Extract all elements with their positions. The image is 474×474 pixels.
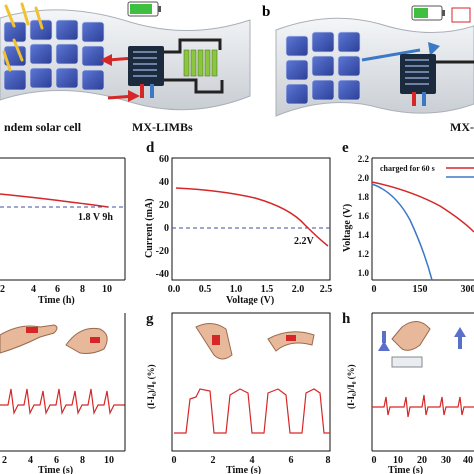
panel-g-signal: [174, 388, 330, 434]
figure-middle-row: 1.8 V 9h 2 4 6 8 10 Time (h) d 2.2V 60 4…: [0, 140, 474, 305]
svg-text:0: 0: [172, 455, 177, 466]
svg-text:10: 10: [104, 455, 114, 466]
panel-g-xlabel: Time (s): [226, 465, 261, 474]
svg-text:1.0: 1.0: [358, 268, 370, 278]
svg-text:6: 6: [289, 455, 294, 466]
panel-label-d: d: [146, 140, 155, 156]
panel-d-annotation: 2.2V: [294, 236, 315, 247]
panel-g-xticks: 0 2 4 6 8: [172, 455, 331, 466]
panel-e-chart: e charged for 60 s 2.2 2.0 1.8 1.6 1.4 1…: [342, 140, 474, 295]
panel-c-xlabel: Time (h): [38, 295, 75, 305]
panel-h-xticks: 0 10 20 30 40: [372, 455, 474, 466]
panel-e-xticks: 0 150 300: [372, 284, 474, 295]
svg-text:2.0: 2.0: [292, 284, 305, 295]
panel-label-e: e: [342, 140, 349, 156]
svg-text:40: 40: [463, 455, 473, 466]
mx-limb-device-right: [361, 42, 474, 106]
panel-label-h: h: [342, 311, 351, 327]
panel-e-yticks: 2.2 2.0 1.8 1.6 1.4 1.2 1.0: [358, 154, 370, 278]
finger-bend-illustration: [0, 324, 108, 354]
svg-text:6: 6: [54, 455, 59, 466]
panel-d-chart: d 2.2V 60 40 20 0 -20 -40 0.0 0.5 1.0 1.…: [144, 140, 332, 305]
svg-text:2: 2: [211, 455, 216, 466]
svg-text:1.4: 1.4: [358, 230, 370, 240]
svg-text:2: 2: [0, 284, 5, 295]
finger-press-illustration: [378, 321, 466, 368]
svg-text:0.0: 0.0: [168, 284, 181, 295]
panel-label-g: g: [146, 311, 154, 327]
svg-text:0: 0: [164, 223, 169, 234]
panel-h-xlabel: Time (s): [388, 465, 423, 474]
svg-text:-20: -20: [156, 246, 169, 257]
panel-h-signal: [372, 394, 474, 418]
caption-mx-limbs: MX-LIMBs: [132, 120, 193, 134]
svg-text:8: 8: [80, 284, 85, 295]
caption-mx-right: MX-: [450, 120, 474, 134]
panel-d-xlabel: Voltage (V): [226, 295, 274, 305]
svg-text:0: 0: [372, 455, 377, 466]
svg-text:2: 2: [2, 455, 7, 466]
panel-d-iv-curve: [175, 187, 329, 247]
top-illustration: b ndem solar cell MX-LIMBs MX-: [0, 0, 474, 140]
svg-text:0.5: 0.5: [199, 284, 212, 295]
arm-bend-illustration: [195, 323, 315, 360]
panel-e-ylabel: Voltage (V): [342, 204, 353, 252]
panel-e-blue-curve: [371, 183, 433, 281]
svg-text:1.6: 1.6: [358, 211, 370, 221]
svg-text:6: 6: [55, 284, 60, 295]
panel-c-chart: 1.8 V 9h 2 4 6 8 10 Time (h): [0, 157, 126, 305]
caption-tandem-solar-cell: ndem solar cell: [4, 120, 82, 134]
panel-h-ylabel: (I-I₀)/I₀ (%): [346, 364, 356, 409]
svg-text:0: 0: [372, 284, 377, 295]
panel-f-xlabel: Time (s): [38, 465, 73, 474]
panel-d-ylabel: Current (mA): [144, 198, 155, 258]
panel-g-chart: g 0 2 4 6 8 Time (s) (I-I₀)/I₀ (%): [146, 311, 331, 474]
svg-text:60: 60: [159, 154, 169, 165]
svg-text:-40: -40: [156, 269, 169, 280]
svg-text:8: 8: [326, 455, 331, 466]
svg-text:20: 20: [159, 200, 169, 211]
svg-text:20: 20: [417, 455, 427, 466]
panel-d-xticks: 0.0 0.5 1.0 1.5 2.0 2.5: [168, 284, 333, 295]
panel-d-yticks: 60 40 20 0 -20 -40: [156, 154, 169, 280]
panel-h-chart: h 0 10 20 30 40 Time (s) (I-I₀)/I₀ (%): [342, 311, 474, 474]
panel-c-discharge-curve: [0, 193, 109, 208]
battery-icon: [127, 1, 161, 17]
battery-icon-right: [411, 5, 471, 23]
svg-text:300: 300: [461, 284, 474, 295]
panel-e-legend: charged for 60 s: [380, 164, 435, 173]
svg-text:2.5: 2.5: [320, 284, 333, 295]
svg-text:1.8: 1.8: [358, 192, 370, 202]
svg-text:40: 40: [159, 177, 169, 188]
solar-cell-array-left: [3, 19, 105, 91]
svg-text:2.0: 2.0: [358, 173, 370, 183]
svg-text:1.5: 1.5: [261, 284, 274, 295]
mx-limb-device-left: [100, 38, 224, 102]
svg-text:30: 30: [441, 455, 451, 466]
svg-text:4: 4: [250, 455, 255, 466]
svg-text:4: 4: [28, 455, 33, 466]
svg-text:1.2: 1.2: [358, 249, 370, 259]
svg-text:10: 10: [102, 284, 112, 295]
svg-text:2.2: 2.2: [358, 154, 370, 164]
svg-text:4: 4: [31, 284, 36, 295]
panel-c-annotation: 1.8 V 9h: [78, 212, 113, 223]
figure-bottom-row: 2 4 6 8 10 Time (s) g 0 2 4 6: [0, 311, 474, 474]
panel-g-ylabel: (I-I₀)/I₀ (%): [146, 364, 156, 409]
svg-text:10: 10: [393, 455, 403, 466]
svg-text:8: 8: [80, 455, 85, 466]
panel-f-xticks: 2 4 6 8 10: [2, 455, 114, 466]
svg-text:150: 150: [413, 284, 428, 295]
panel-label-b: b: [262, 4, 271, 20]
panel-f-signal: [0, 388, 125, 416]
panel-f-chart: 2 4 6 8 10 Time (s): [0, 313, 126, 474]
panel-c-xticks: 2 4 6 8 10: [0, 284, 112, 295]
svg-text:1.0: 1.0: [230, 284, 243, 295]
sunlight-rays: [2, 2, 44, 72]
solar-cell-array-right: [285, 31, 361, 105]
panel-e-red-curve: [371, 181, 474, 233]
